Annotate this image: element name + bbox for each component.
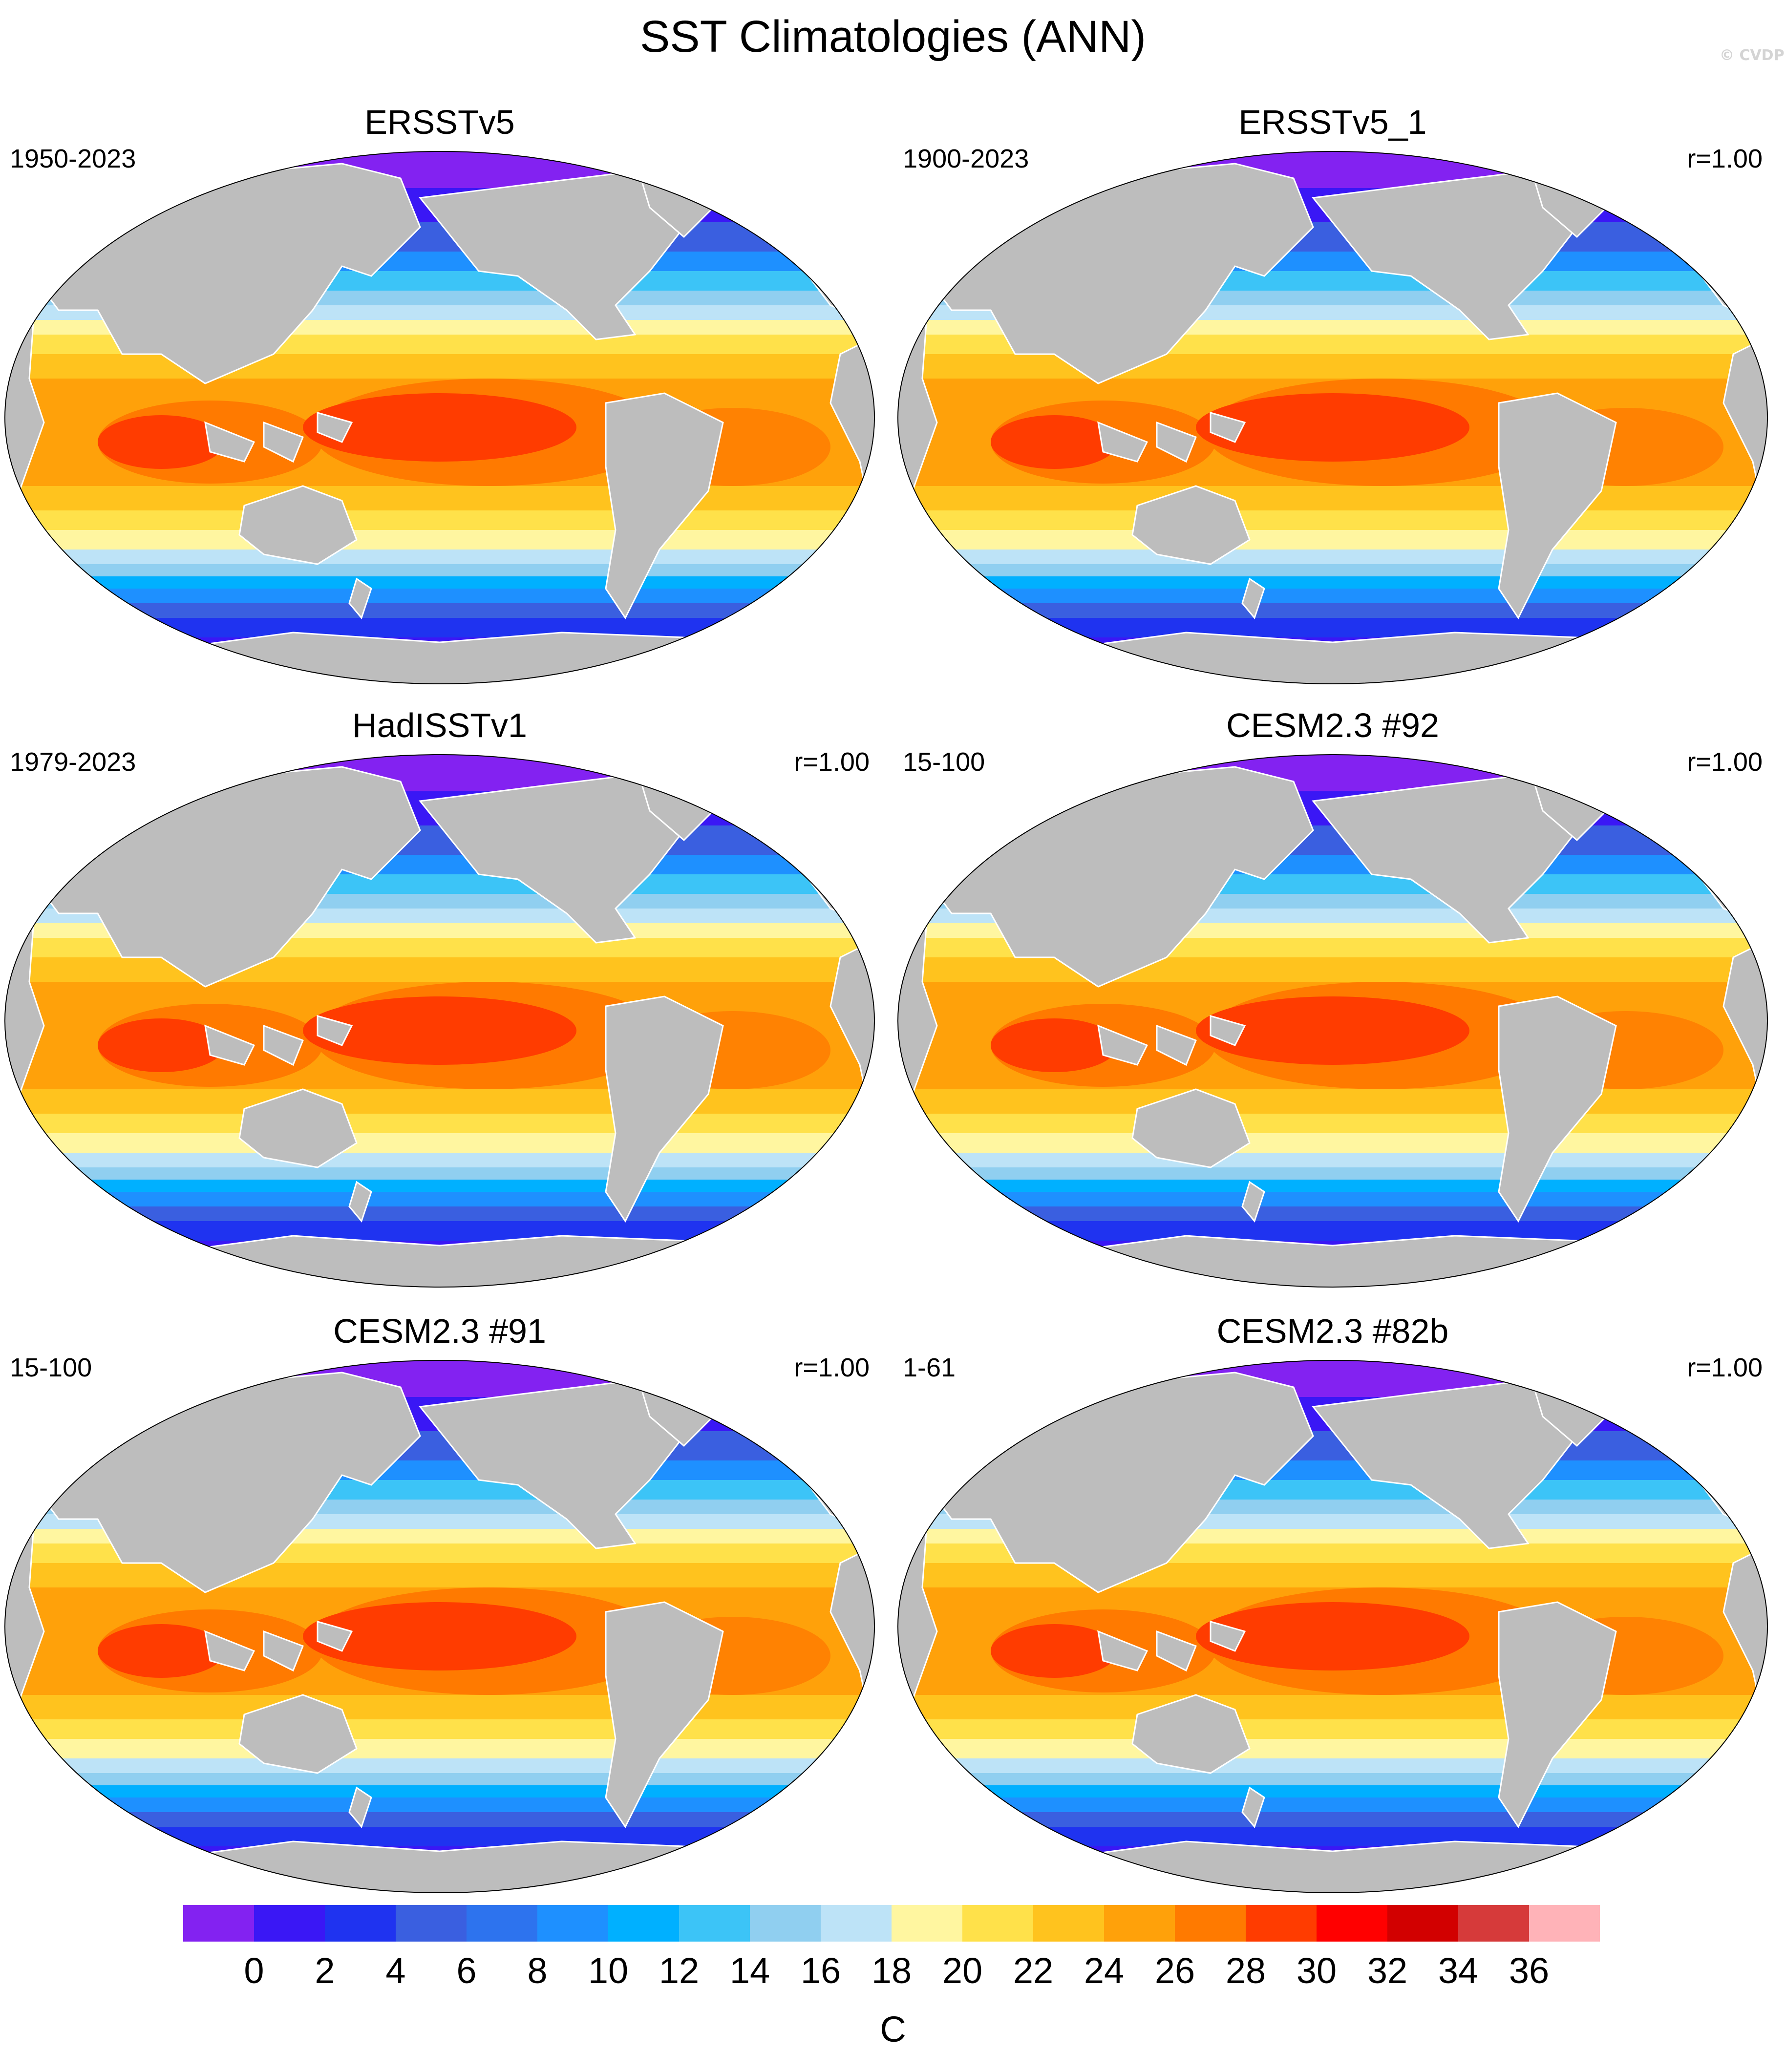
panel-title: ERSSTv5 [364, 103, 515, 141]
colorbar-swatch [467, 1905, 538, 1942]
sst-map [897, 754, 1768, 1288]
colorbar-swatch [1175, 1905, 1246, 1942]
colorbar-tick-label: 34 [1438, 1950, 1479, 1991]
panel-title: CESM2.3 #91 [333, 1312, 546, 1350]
colorbar-svg [183, 1905, 1600, 1942]
sst-map [897, 151, 1768, 684]
figure-title: SST Climatologies (ANN) [639, 12, 1147, 62]
colorbar-swatch [1033, 1905, 1105, 1942]
panel-period: 1979-2023 [10, 747, 136, 777]
panel-title: HadISSTv1 [352, 706, 527, 744]
colorbar-tick-label: 28 [1225, 1950, 1266, 1991]
colorbar-tick-label: 6 [456, 1950, 477, 1991]
colorbar-swatch [254, 1905, 325, 1942]
colorbar-swatch [1246, 1905, 1317, 1942]
colorbar-tick-label: 8 [527, 1950, 548, 1991]
panel-period: 15-100 [10, 1353, 92, 1382]
colorbar-swatch [892, 1905, 963, 1942]
sst-map [4, 754, 875, 1288]
colorbar-tick-label: 20 [942, 1950, 983, 1991]
map-panel: CESM2.3 #91 15-100 r=1.00 [0, 1309, 879, 1905]
colorbar-tick-label: 2 [315, 1950, 335, 1991]
colorbar-tick-label: 24 [1084, 1950, 1125, 1991]
panel-period: 15-100 [903, 747, 985, 777]
colorbar-swatch [1529, 1905, 1600, 1942]
colorbar-tick-label: 14 [729, 1950, 770, 1991]
colorbar-swatch [537, 1905, 609, 1942]
colorbar [183, 1905, 1600, 1942]
panel-correlation: r=1.00 [1687, 747, 1763, 777]
colorbar-swatch [750, 1905, 821, 1942]
panel-correlation: r=1.00 [1687, 144, 1763, 173]
colorbar-tick-label: 32 [1367, 1950, 1408, 1991]
colorbar-tick-label: 0 [244, 1950, 264, 1991]
colorbar-tick-label: 22 [1013, 1950, 1054, 1991]
sst-map [897, 1360, 1768, 1893]
panel-title: ERSSTv5_1 [1238, 103, 1427, 141]
colorbar-swatch [679, 1905, 750, 1942]
colorbar-swatch [1387, 1905, 1459, 1942]
colorbar-swatch [183, 1905, 255, 1942]
panel-correlation: r=1.00 [794, 747, 870, 777]
panel-period: 1950-2023 [10, 144, 136, 173]
panel-correlation: r=1.00 [794, 1353, 870, 1382]
map-panel: ERSSTv5_1 1900-2023 r=1.00 [893, 100, 1772, 696]
colorbar-tick-label: 36 [1509, 1950, 1550, 1991]
map-panel: ERSSTv5 1950-2023 [0, 100, 879, 696]
colorbar-swatch [962, 1905, 1034, 1942]
colorbar-tick-label: 26 [1154, 1950, 1195, 1991]
colorbar-swatch [396, 1905, 467, 1942]
panel-title: CESM2.3 #92 [1226, 706, 1439, 744]
panel-period: 1900-2023 [903, 144, 1029, 173]
panel-period: 1-61 [903, 1353, 956, 1382]
colorbar-swatch [1317, 1905, 1388, 1942]
cvdp-watermark: © CVDP [1720, 47, 1785, 64]
colorbar-tick-label: 18 [871, 1950, 912, 1991]
panel-title: CESM2.3 #82b [1216, 1312, 1449, 1350]
colorbar-swatch [1104, 1905, 1175, 1942]
colorbar-swatch [608, 1905, 680, 1942]
map-panel: CESM2.3 #82b 1-61 r=1.00 [893, 1309, 1772, 1905]
colorbar-tick-label: 16 [800, 1950, 841, 1991]
map-panel: HadISSTv1 1979-2023 r=1.00 [0, 703, 879, 1299]
map-panel: CESM2.3 #92 15-100 r=1.00 [893, 703, 1772, 1299]
colorbar-tick-label: 4 [385, 1950, 406, 1991]
colorbar-tick-label: 12 [659, 1950, 700, 1991]
colorbar-swatch [325, 1905, 396, 1942]
colorbar-tick-label: 30 [1296, 1950, 1337, 1991]
panel-correlation: r=1.00 [1687, 1353, 1763, 1382]
colorbar-unit: C [880, 2009, 906, 2050]
sst-map [4, 1360, 875, 1893]
colorbar-swatch [1458, 1905, 1530, 1942]
sst-map [4, 151, 875, 684]
colorbar-tick-label: 10 [588, 1950, 629, 1991]
colorbar-swatch [821, 1905, 892, 1942]
